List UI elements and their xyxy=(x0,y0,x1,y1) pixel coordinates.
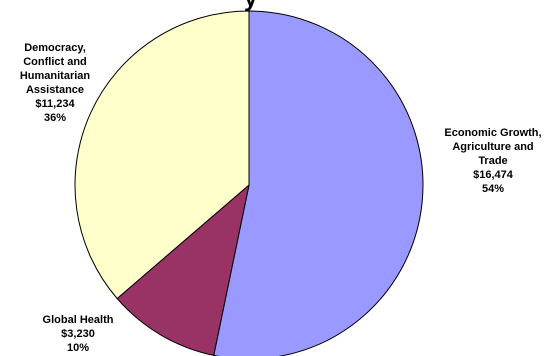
slice-value-label: $3,230 xyxy=(61,328,95,340)
slice-economic-growth xyxy=(213,10,424,356)
slice-name-line: Humanitarian xyxy=(19,70,91,82)
slice-label-democracy: Democracy, Conflict and Humanitarian Ass… xyxy=(5,41,105,125)
slice-name-line: Trade xyxy=(478,155,508,167)
slice-global-health xyxy=(116,183,250,356)
slice-name-line: Conflict and xyxy=(23,56,87,68)
slice-label-economic-growth: Economic Growth, Agriculture and Trade $… xyxy=(430,126,549,196)
slice-percent-label: 54% xyxy=(481,183,505,195)
slice-value-label: $11,234 xyxy=(35,98,75,110)
slice-name-line: Economic Growth, xyxy=(444,127,542,139)
slice-name-line: Global Health xyxy=(42,314,114,326)
slice-name-line: Democracy, xyxy=(24,42,86,54)
slice-name-line: Assistance xyxy=(25,84,85,96)
slice-value-label: $16,474 xyxy=(473,169,513,181)
slice-percent-label: 36% xyxy=(43,112,67,124)
chart-title: y xyxy=(244,0,257,13)
slice-name-line: Agriculture and xyxy=(452,141,534,153)
slice-democracy xyxy=(74,10,250,300)
slice-label-global-health: Global Health $3,230 10% xyxy=(28,313,128,355)
slice-percent-label: 10% xyxy=(66,342,90,354)
